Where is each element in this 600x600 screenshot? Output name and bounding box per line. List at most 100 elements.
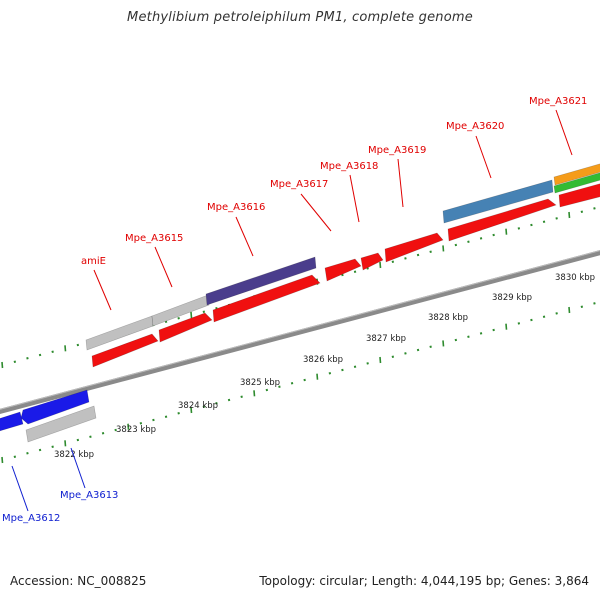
outer-tick [51, 445, 54, 448]
outer-tick [593, 302, 596, 305]
gene-arrow-a3613[interactable] [20, 389, 90, 425]
outer-scale-tick-row [1, 302, 596, 464]
gene-bar-a3621-orange[interactable] [553, 161, 600, 186]
scale-label-3829: 3829 kbp [492, 293, 532, 303]
outer-tick [76, 438, 80, 442]
topology-text: Topology: circular; Length: 4,044,195 bp… [259, 574, 589, 588]
gene-bar-a3621-green[interactable] [553, 170, 600, 194]
gene-arrow-a3621[interactable] [558, 181, 600, 208]
accession-text: Accession: NC_008825 [10, 574, 147, 588]
label-mpe-a3619[interactable]: Mpe_A3619 [368, 145, 426, 156]
scale-label-3822: 3822 kbp [54, 450, 94, 460]
outer-tick [152, 418, 155, 422]
inner-tick [177, 317, 180, 320]
outer-tick [177, 412, 180, 415]
outer-tick [328, 372, 332, 375]
outer-tick [26, 452, 29, 455]
inner-tick [51, 350, 54, 353]
inner-tick [38, 353, 42, 357]
inner-tick [429, 250, 432, 253]
inner-tick [26, 357, 29, 360]
gene-arrow-a3618[interactable] [360, 252, 384, 271]
inner-tick [379, 261, 382, 269]
label-amie[interactable]: amiE [81, 256, 106, 267]
label-mpe-a3615[interactable]: Mpe_A3615 [125, 233, 183, 244]
outer-tick [64, 440, 67, 447]
gene-bar-a3615-grey[interactable] [151, 294, 210, 327]
inner-tick [454, 243, 458, 247]
outer-tick [13, 455, 17, 458]
outer-tick [202, 405, 206, 408]
outer-tick [454, 338, 458, 342]
outer-tick [517, 322, 521, 325]
outer-tick [265, 388, 269, 392]
gene-arrow-a3616[interactable] [212, 274, 321, 323]
inner-tick [202, 310, 206, 313]
outer-tick [580, 305, 584, 308]
inner-tick [580, 210, 584, 213]
outer-tick [164, 415, 168, 418]
inner-tick [404, 257, 407, 260]
inner-tick [568, 211, 571, 219]
outer-tick [555, 312, 558, 315]
outer-tick [568, 306, 571, 314]
outer-tick [227, 398, 231, 402]
outer-tick [38, 448, 42, 452]
inner-tick [391, 260, 395, 263]
outer-tick [1, 456, 4, 464]
outer-tick [290, 382, 294, 385]
outer-tick [492, 328, 495, 332]
outer-tick [391, 355, 395, 358]
scale-label-3827: 3827 kbp [366, 334, 406, 344]
gene-bar-a3616-navy[interactable] [205, 256, 317, 306]
outer-tick [127, 423, 130, 430]
gene-arrow-a3615[interactable] [158, 312, 213, 343]
scale-label-3825: 3825 kbp [240, 378, 280, 388]
forward-labels: amiE Mpe_A3615 Mpe_A3616 Mpe_A3617 Mpe_A… [81, 96, 587, 267]
reverse-features [0, 389, 97, 443]
gene-arrow-a3617[interactable] [324, 258, 362, 282]
inner-tick [479, 237, 483, 240]
label-mpe-a3621[interactable]: Mpe_A3621 [529, 96, 587, 107]
outer-tick [240, 395, 243, 398]
inner-tick [492, 233, 495, 237]
outer-tick [114, 428, 117, 432]
gene-arrow-a3612[interactable] [0, 411, 24, 432]
scale-labels: 3822 kbp 3823 kbp 3824 kbp 3825 kbp 3826… [54, 273, 595, 460]
outer-tick [303, 378, 306, 382]
outer-tick [530, 318, 533, 322]
outer-tick [215, 402, 218, 405]
outer-tick [467, 335, 470, 338]
gene-bar-reverse-grey[interactable] [25, 405, 97, 443]
label-mpe-a3612[interactable]: Mpe_A3612 [2, 513, 60, 524]
outer-tick [429, 345, 432, 348]
inner-tick [542, 220, 546, 223]
scale-label-3830: 3830 kbp [555, 273, 595, 283]
gene-arrow-a3619[interactable] [384, 232, 444, 263]
outer-tick [139, 422, 143, 425]
label-mpe-a3620[interactable]: Mpe_A3620 [446, 121, 504, 132]
label-mpe-a3613[interactable]: Mpe_A3613 [60, 490, 118, 501]
inner-tick [190, 311, 193, 319]
inner-tick [416, 253, 420, 257]
gene-bar-a3620-steel[interactable] [442, 179, 554, 224]
gene-arrow-a3620[interactable] [447, 198, 557, 242]
inner-tick [593, 207, 596, 210]
label-mpe-a3616[interactable]: Mpe_A3616 [207, 202, 265, 213]
gene-arrow-amie[interactable] [91, 333, 159, 368]
scale-label-3828: 3828 kbp [428, 313, 468, 323]
genome-title: Methylibium petroleiphilum PM1, complete… [127, 10, 473, 25]
reverse-labels: Mpe_A3613 Mpe_A3612 [2, 490, 118, 524]
outer-tick [366, 362, 369, 365]
outer-tick [416, 348, 420, 352]
outer-tick [353, 365, 357, 368]
scale-label-3824: 3824 kbp [178, 401, 218, 411]
inner-tick [517, 227, 521, 230]
outer-tick [253, 390, 256, 397]
label-mpe-a3618[interactable]: Mpe_A3618 [320, 161, 378, 172]
forward-gene-arrows [91, 181, 600, 368]
genome-backbone [0, 250, 600, 414]
label-mpe-a3617[interactable]: Mpe_A3617 [270, 179, 328, 190]
inner-tick [1, 361, 4, 369]
inner-tick [505, 228, 508, 235]
